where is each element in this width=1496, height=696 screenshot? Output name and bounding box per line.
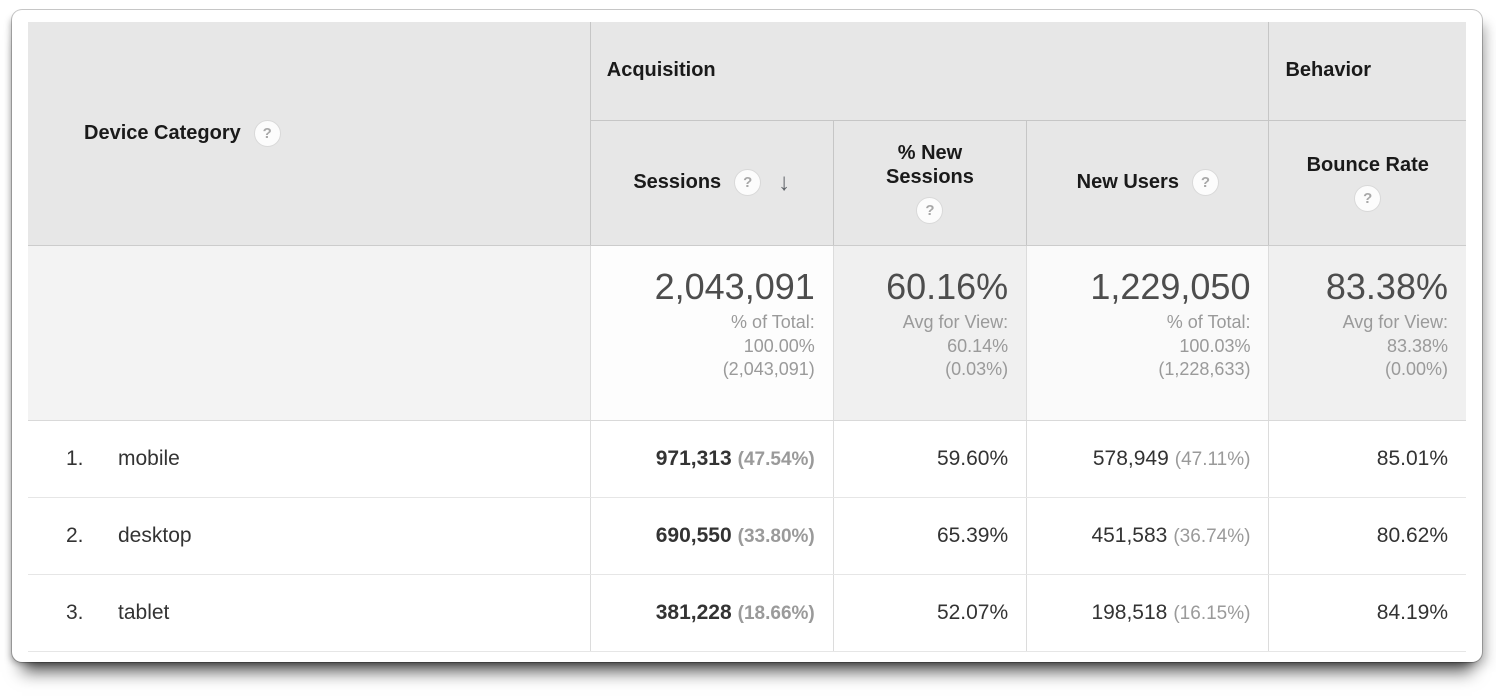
- device-name: tablet: [118, 600, 170, 624]
- device-cell: 3. tablet: [28, 574, 591, 652]
- new-users-cell: 198,518 (16.15%): [1026, 574, 1269, 652]
- new-sessions-value: 52.07%: [936, 600, 1009, 624]
- new-users-share: (47.11%): [1174, 448, 1251, 470]
- row-index: 1.: [66, 446, 84, 470]
- bounce-rate-header-label: Bounce Rate: [1306, 153, 1429, 176]
- summary-new-users-value: 1,229,050: [1090, 265, 1251, 307]
- metric-header-row: Sessions ? ↓ % New Sessions ? New Users …: [28, 120, 1466, 246]
- behavior-label: Behavior: [1285, 59, 1372, 82]
- sessions-value: 381,228: [655, 600, 732, 624]
- table-header: Device Category ? Acquisition Behavior S…: [28, 22, 1466, 246]
- row-index: 3.: [66, 600, 84, 624]
- summary-new-users-cell: 1,229,050 % of Total: 100.03% (1,228,633…: [1026, 245, 1269, 421]
- help-icon[interactable]: ?: [1354, 185, 1382, 213]
- help-icon[interactable]: ?: [916, 197, 944, 225]
- column-header-new-users[interactable]: New Users ?: [1026, 120, 1269, 246]
- column-header-bounce-rate[interactable]: Bounce Rate ?: [1268, 120, 1466, 246]
- bounce-rate-cell: 80.62%: [1268, 497, 1466, 575]
- screenshot-frame: Device Category ? Acquisition Behavior S…: [12, 10, 1482, 662]
- bounce-rate-value: 84.19%: [1376, 600, 1448, 624]
- summary-dimension-cell: [28, 245, 591, 421]
- new-sessions-header-label: % New Sessions: [886, 141, 974, 188]
- summary-new-users-percent: 100.03%: [1179, 335, 1251, 356]
- summary-bounce-rate-percent: 83.38%: [1386, 335, 1448, 356]
- sessions-value: 971,313: [655, 446, 732, 470]
- table-row-mobile: 1. mobile 971,313 (47.54%) 59.60% 578,949(…: [28, 420, 1466, 498]
- summary-sessions-cell: 2,043,091 % of Total: 100.00% (2,043,091…: [589, 245, 834, 421]
- new-users-value: 578,949: [1092, 446, 1169, 470]
- new-users-value: 451,583: [1091, 523, 1168, 547]
- bounce-rate-cell: 84.19%: [1268, 574, 1466, 652]
- device-cell: 1. mobile: [28, 420, 591, 498]
- summary-new-users-caption: % of Total:: [1166, 311, 1251, 332]
- sessions-share: (47.54%): [737, 448, 815, 470]
- bounce-rate-value: 80.62%: [1376, 523, 1448, 547]
- summary-bounce-rate-absolute: (0.00%): [1384, 359, 1448, 380]
- summary-row: 2,043,091 % of Total: 100.00% (2,043,091…: [28, 245, 1466, 421]
- summary-bounce-rate-value: 83.38%: [1325, 265, 1448, 307]
- summary-sessions-value: 2,043,091: [654, 265, 815, 307]
- help-icon[interactable]: ?: [1191, 169, 1219, 196]
- summary-new-sessions-percent: 60.14%: [947, 335, 1009, 356]
- bounce-rate-cell: 85.01%: [1268, 420, 1466, 498]
- table-row-tablet: 3. tablet 381,228 (18.66%) 52.07% 198,518(…: [28, 574, 1466, 652]
- new-users-value: 198,518: [1091, 600, 1168, 624]
- new-users-header-label: New Users: [1076, 171, 1179, 193]
- new-sessions-value: 65.39%: [936, 523, 1009, 547]
- summary-sessions-caption: % of Total:: [731, 311, 815, 332]
- group-header-behavior: Behavior: [1268, 22, 1466, 121]
- device-name: mobile: [118, 446, 180, 470]
- new-users-share: (16.15%): [1173, 602, 1251, 624]
- new-sessions-cell: 65.39%: [832, 497, 1027, 575]
- summary-bounce-rate-cell: 83.38% Avg for View: 83.38% (0.00%): [1268, 245, 1466, 421]
- row-index: 2.: [66, 523, 84, 547]
- help-icon[interactable]: ?: [253, 119, 281, 147]
- summary-new-users-absolute: (1,228,633): [1158, 359, 1251, 380]
- new-users-cell: 451,583 (36.74%): [1026, 497, 1269, 575]
- group-header-row: Device Category ? Acquisition Behavior: [28, 22, 1466, 246]
- device-name: desktop: [118, 523, 192, 547]
- table-row-desktop: 2. desktop 690,550 (33.80%) 65.39% 451,583…: [28, 497, 1466, 575]
- column-header-new-sessions[interactable]: % New Sessions ?: [832, 120, 1027, 246]
- device-category-label: Device Category: [84, 121, 241, 144]
- help-icon[interactable]: ?: [734, 169, 762, 196]
- new-sessions-cell: 59.60%: [832, 420, 1027, 498]
- table-body: 2,043,091 % of Total: 100.00% (2,043,091…: [28, 245, 1466, 652]
- sessions-value: 690,550: [655, 523, 732, 547]
- summary-sessions-absolute: (2,043,091): [722, 359, 815, 380]
- group-header-acquisition: Acquisition: [589, 22, 1269, 121]
- column-header-sessions[interactable]: Sessions ? ↓: [589, 120, 834, 246]
- new-users-cell: 578,949 (47.11%): [1026, 420, 1269, 498]
- summary-new-sessions-caption: Avg for View:: [902, 311, 1009, 332]
- sessions-cell: 381,228 (18.66%): [589, 574, 834, 652]
- new-users-share: (36.74%): [1173, 525, 1251, 547]
- new-sessions-value: 59.60%: [936, 446, 1009, 470]
- sessions-cell: 690,550 (33.80%): [589, 497, 834, 575]
- sessions-header-label: Sessions: [633, 171, 722, 193]
- sessions-share: (33.80%): [737, 525, 815, 547]
- bounce-rate-value: 85.01%: [1376, 446, 1448, 470]
- summary-sessions-percent: 100.00%: [743, 335, 815, 356]
- summary-bounce-rate-caption: Avg for View:: [1342, 311, 1448, 332]
- column-header-device-category[interactable]: Device Category ?: [28, 22, 591, 246]
- new-sessions-cell: 52.07%: [832, 574, 1027, 652]
- summary-new-sessions-cell: 60.16% Avg for View: 60.14% (0.03%): [832, 245, 1027, 421]
- sort-descending-icon: ↓: [778, 168, 791, 196]
- acquisition-label: Acquisition: [606, 59, 716, 82]
- device-cell: 2. desktop: [28, 497, 591, 575]
- summary-new-sessions-value: 60.16%: [886, 265, 1009, 307]
- summary-new-sessions-absolute: (0.03%): [945, 359, 1009, 380]
- sessions-cell: 971,313 (47.54%): [589, 420, 834, 498]
- sessions-share: (18.66%): [737, 602, 815, 624]
- device-category-report-table: Device Category ? Acquisition Behavior S…: [28, 22, 1466, 652]
